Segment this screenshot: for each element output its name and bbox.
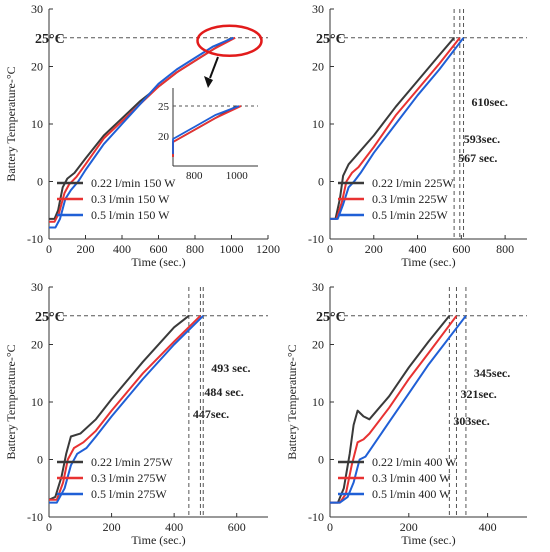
callout-arrowhead	[204, 76, 213, 88]
x-axis-label: Time (sec.)	[131, 255, 185, 269]
x-tick-label: 800	[186, 242, 204, 256]
series-line	[330, 37, 465, 220]
x-tick-label: 200	[77, 242, 95, 256]
legend-label: 0.3 l/min 275W	[91, 471, 167, 485]
x-tick-label: 600	[452, 242, 470, 256]
x-tick-label: 0	[46, 520, 52, 534]
y-tick-label: 10	[312, 395, 324, 409]
inset-y-tick-label: 25	[158, 101, 170, 113]
y-tick-label: 30	[312, 2, 324, 16]
time-marker-label: 493 sec.	[211, 361, 250, 375]
series-line	[330, 37, 461, 220]
y-tick-label: 20	[312, 60, 324, 74]
x-tick-label: 600	[150, 242, 168, 256]
time-marker-label: 447sec.	[193, 407, 229, 421]
x-tick-label: 200	[400, 520, 418, 534]
series-line	[49, 315, 202, 501]
time-marker-label: 321sec.	[460, 387, 496, 401]
x-tick-label: 0	[327, 242, 333, 256]
reference-label: 25°C	[35, 310, 65, 325]
reference-label: 25°C	[316, 32, 346, 47]
inset-series-line	[172, 105, 240, 154]
y-tick-label: -10	[308, 510, 324, 524]
y-axis-label: Battery Temperature-°C	[4, 344, 18, 459]
y-tick-label: 20	[31, 60, 43, 74]
legend-label: 0.5 l/min 275W	[91, 487, 167, 501]
x-tick-label: 1000	[220, 242, 244, 256]
y-tick-label: 0	[318, 453, 324, 467]
time-marker-label: 610sec.	[472, 95, 508, 109]
series-line	[330, 37, 455, 220]
series-line	[330, 315, 458, 504]
y-axis-label: Battery Temperature-°C	[285, 344, 299, 459]
inset-x-tick-label: 800	[186, 170, 203, 182]
legend-label: 0.5 l/min 400 W	[372, 487, 451, 501]
y-tick-label: 0	[37, 453, 43, 467]
x-tick-label: 200	[365, 242, 383, 256]
y-tick-label: -10	[27, 510, 43, 524]
callout-arrow	[209, 56, 219, 79]
reference-label: 25°C	[316, 310, 346, 325]
time-marker-label: 567 sec.	[458, 151, 497, 165]
time-marker-label: 593sec.	[464, 132, 500, 146]
y-tick-label: 30	[31, 280, 43, 294]
legend-label: 0.22 l/min 400 W	[372, 455, 457, 469]
legend-label: 0.22 l/min 225W	[372, 176, 454, 190]
x-tick-label: 400	[479, 520, 497, 534]
y-tick-label: 10	[312, 117, 324, 131]
y-axis-label: Battery Temperature-°C	[4, 66, 18, 181]
time-marker-label: 484 sec.	[204, 385, 243, 399]
series-line	[330, 315, 467, 504]
x-tick-label: 1200	[256, 242, 280, 256]
x-tick-label: 0	[46, 242, 52, 256]
y-tick-label: -10	[308, 232, 324, 246]
legend-label: 0.22 l/min 275W	[91, 455, 173, 469]
y-tick-label: 0	[318, 175, 324, 189]
series-line	[330, 315, 451, 504]
legend-label: 0.5 l/min 150 W	[91, 208, 170, 222]
x-tick-label: 200	[103, 520, 121, 534]
y-tick-label: 10	[31, 117, 43, 131]
series-line	[49, 36, 234, 229]
x-axis-label: Time (sec.)	[401, 255, 455, 269]
y-tick-label: -10	[27, 232, 43, 246]
reference-label: 25°C	[35, 32, 65, 47]
inset-x-tick-label: 1000	[226, 170, 249, 182]
x-axis-label: Time (sec.)	[131, 533, 185, 547]
inset-zoom: 20 25 800 1000	[158, 88, 258, 182]
series-line	[49, 36, 236, 223]
y-tick-label: 0	[37, 175, 43, 189]
x-tick-label: 600	[228, 520, 246, 534]
callout-ellipse	[196, 24, 263, 57]
y-tick-label: 30	[31, 2, 43, 16]
legend-label: 0.3 l/min 225W	[372, 192, 448, 206]
x-tick-label: 800	[496, 242, 514, 256]
series-line	[48, 315, 190, 501]
x-tick-label: 400	[113, 242, 131, 256]
x-tick-label: 0	[327, 520, 333, 534]
x-tick-label: 400	[165, 520, 183, 534]
y-tick-label: 20	[31, 338, 43, 352]
time-marker-label: 303sec.	[453, 414, 489, 428]
legend-label: 0.22 l/min 150 W	[91, 176, 176, 190]
inset-y-tick-label: 20	[158, 131, 170, 143]
y-tick-label: 20	[312, 338, 324, 352]
x-axis-label: Time (sec.)	[401, 533, 455, 547]
y-tick-label: 30	[312, 280, 324, 294]
inset-background	[173, 88, 258, 166]
y-tick-label: 10	[31, 395, 43, 409]
time-marker-label: 345sec.	[474, 366, 510, 380]
legend-label: 0.3 l/min 400 W	[372, 471, 451, 485]
legend-label: 0.3 l/min 150 W	[91, 192, 170, 206]
legend-label: 0.5 l/min 225W	[372, 208, 448, 222]
x-tick-label: 400	[409, 242, 427, 256]
